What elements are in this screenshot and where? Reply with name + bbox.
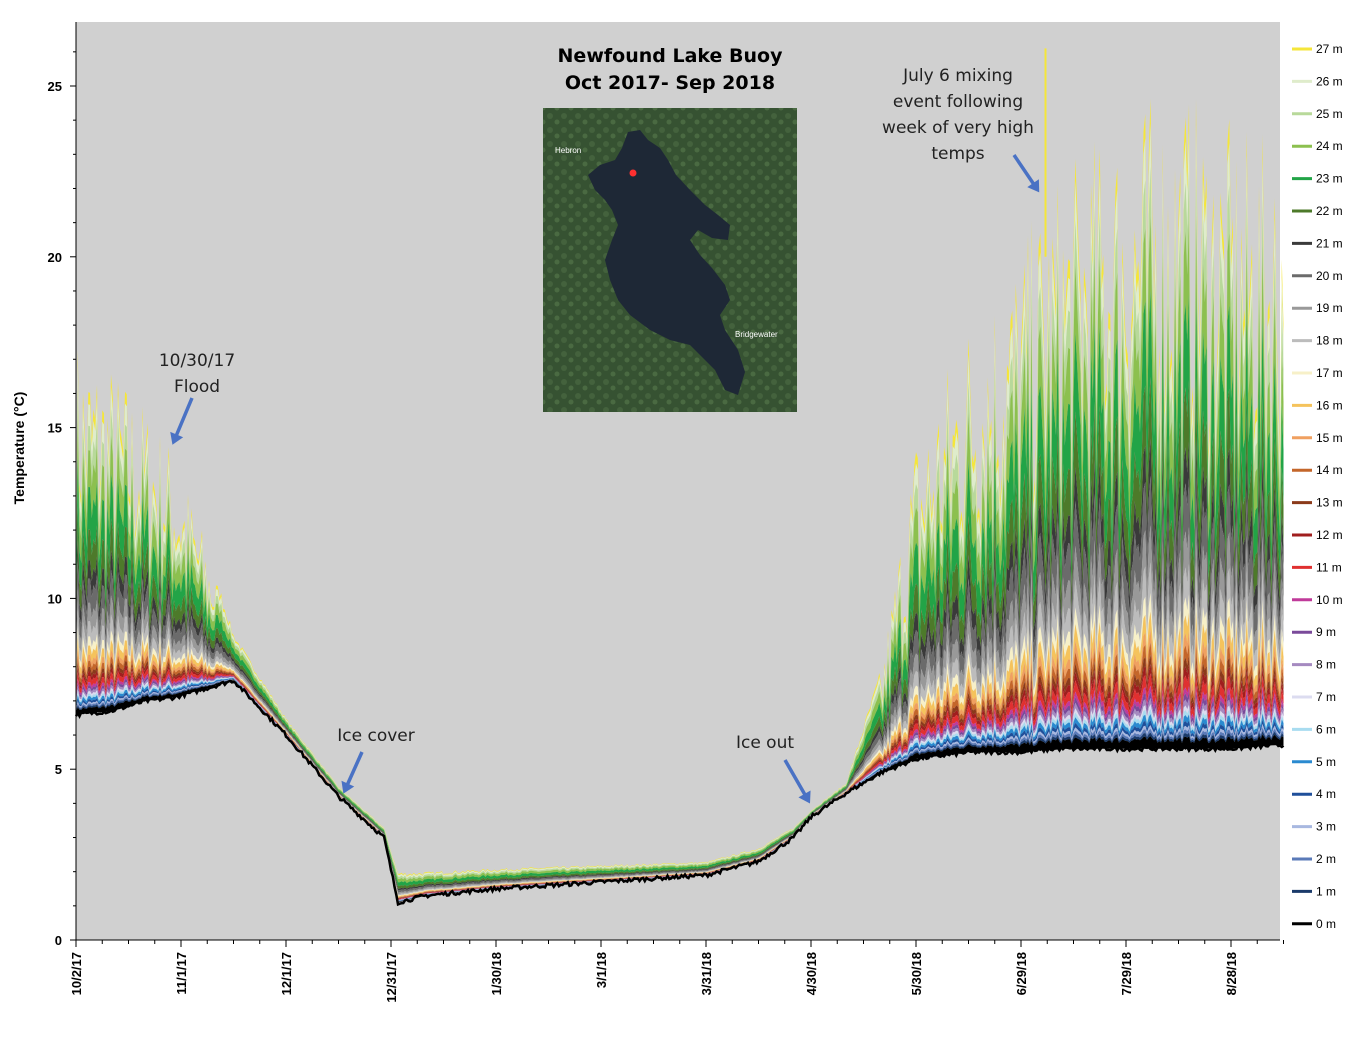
annotation-text: 10/30/17 bbox=[159, 351, 235, 371]
annotation-text: Ice out bbox=[736, 733, 794, 753]
legend-label: 25 m bbox=[1316, 107, 1343, 121]
legend: 27 m 26 m 25 m 24 m 23 m 22 m 21 m 20 m 19 m 18 … bbox=[1292, 42, 1343, 931]
legend-label: 7 m bbox=[1316, 690, 1336, 704]
annotation-text: event following bbox=[893, 92, 1023, 112]
series-band-8m bbox=[76, 676, 1284, 901]
annotation-text: July 6 mixing bbox=[902, 66, 1013, 86]
y-tick-label: 20 bbox=[48, 250, 62, 265]
series-band-9m bbox=[76, 675, 1284, 901]
legend-label: 9 m bbox=[1316, 625, 1336, 639]
series-band-18m bbox=[76, 562, 1284, 896]
annotation-arrowhead bbox=[170, 431, 184, 445]
legend-label: 24 m bbox=[1316, 139, 1343, 153]
x-tick-label: 4/30/18 bbox=[804, 952, 819, 995]
annotations: 10/30/17 Flood Ice cover Ice out July 6 mixi… bbox=[159, 66, 1040, 804]
series-band-11m bbox=[76, 667, 1284, 900]
legend-label: 19 m bbox=[1316, 301, 1343, 315]
legend-label: 21 m bbox=[1316, 236, 1343, 250]
series-band-22m bbox=[76, 376, 1284, 889]
series-band-10m bbox=[76, 673, 1284, 900]
legend-label: 17 m bbox=[1316, 366, 1343, 380]
annotation-text: week of very high bbox=[882, 118, 1034, 138]
series-band-26m bbox=[76, 123, 1284, 879]
legend-label: 20 m bbox=[1316, 269, 1343, 283]
y-tick-label: 5 bbox=[55, 762, 62, 777]
annotation-arrowhead bbox=[1027, 179, 1040, 193]
annotation-arrowhead bbox=[341, 780, 355, 794]
chart-title-line-2: Oct 2017- Sep 2018 bbox=[565, 72, 775, 94]
legend-label: 5 m bbox=[1316, 755, 1336, 769]
chart-title-line-1: Newfound Lake Buoy bbox=[558, 45, 784, 67]
series-layer bbox=[74, 48, 1285, 907]
y-tick-label: 0 bbox=[55, 933, 62, 948]
lake-shape bbox=[588, 130, 745, 395]
inset-map: Hebron Bridgewater bbox=[543, 108, 797, 412]
legend-label: 10 m bbox=[1316, 593, 1343, 607]
y-tick-label: 25 bbox=[48, 79, 62, 94]
legend-label: 3 m bbox=[1316, 820, 1336, 834]
map-label-hebron: Hebron bbox=[555, 146, 581, 155]
series-band-13m bbox=[76, 654, 1284, 899]
series-band-20m bbox=[76, 475, 1284, 893]
legend-label: 27 m bbox=[1316, 42, 1343, 56]
series-band-23m bbox=[76, 290, 1284, 887]
legend-label: 13 m bbox=[1316, 496, 1343, 510]
annotation-text: Flood bbox=[174, 377, 220, 397]
map-label-bridgewater: Bridgewater bbox=[735, 330, 778, 339]
x-tick-label: 10/2/17 bbox=[69, 952, 84, 995]
annotation-arrow bbox=[783, 759, 810, 801]
x-tick-label: 5/30/18 bbox=[909, 952, 924, 995]
x-tick-label: 6/29/18 bbox=[1014, 952, 1029, 995]
legend-label: 4 m bbox=[1316, 787, 1336, 801]
series-line-0m bbox=[74, 679, 1285, 907]
x-tick-label: 3/31/18 bbox=[699, 952, 714, 995]
legend-label: 0 m bbox=[1316, 917, 1336, 931]
legend-label: 6 m bbox=[1316, 722, 1336, 736]
y-tick-label: 15 bbox=[48, 421, 62, 436]
x-tick-label: 8/28/18 bbox=[1224, 952, 1239, 995]
legend-label: 1 m bbox=[1316, 884, 1336, 898]
annotation-text: Ice cover bbox=[337, 726, 414, 746]
series-band-21m bbox=[76, 438, 1284, 891]
annotation-arrowhead bbox=[798, 790, 811, 804]
buoy-location-marker bbox=[629, 169, 637, 177]
legend-label: 23 m bbox=[1316, 172, 1343, 186]
x-tick-label: 1/30/18 bbox=[489, 952, 504, 995]
legend-label: 2 m bbox=[1316, 852, 1336, 866]
legend-label: 8 m bbox=[1316, 658, 1336, 672]
legend-label: 15 m bbox=[1316, 431, 1343, 445]
legend-label: 18 m bbox=[1316, 334, 1343, 348]
x-tick-label: 12/31/17 bbox=[384, 952, 399, 1003]
x-tick-label: 11/1/17 bbox=[174, 952, 189, 995]
series-band-25m bbox=[76, 166, 1284, 881]
series-band-19m bbox=[76, 525, 1284, 895]
series-band-24m bbox=[76, 216, 1284, 884]
x-tick-label: 7/29/18 bbox=[1119, 952, 1134, 995]
legend-label: 14 m bbox=[1316, 463, 1343, 477]
x-tick-label: 3/1/18 bbox=[594, 952, 609, 988]
annotation-text: temps bbox=[931, 144, 984, 164]
y-tick-label: 10 bbox=[48, 591, 62, 606]
legend-label: 11 m bbox=[1316, 560, 1342, 574]
legend-label: 22 m bbox=[1316, 204, 1343, 218]
annotation-arrow bbox=[172, 397, 194, 442]
legend-label: 12 m bbox=[1316, 528, 1343, 542]
x-tick-label: 12/1/17 bbox=[279, 952, 294, 995]
legend-label: 16 m bbox=[1316, 398, 1343, 412]
axes-layer: 0 5 10 15 20 25 10/2/17 11/1/17 12/1/17 12/31/17 1… bbox=[48, 22, 1284, 1003]
legend-label: 26 m bbox=[1316, 74, 1343, 88]
y-axis-label: Temperature (°C) bbox=[11, 392, 27, 505]
